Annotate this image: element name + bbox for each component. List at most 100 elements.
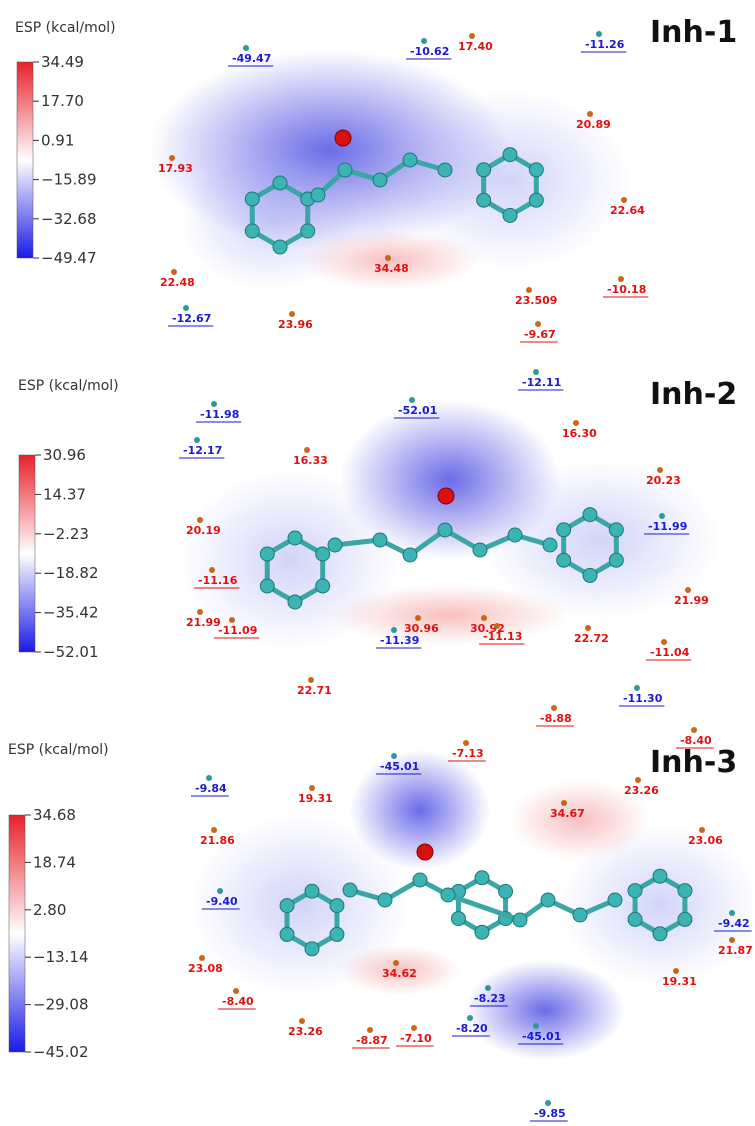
carbon-atom — [373, 533, 387, 547]
carbon-atom — [503, 148, 517, 162]
carbon-atom — [343, 883, 357, 897]
esp-label: -8.40 — [222, 995, 254, 1008]
esp-label: -10.18 — [607, 283, 646, 296]
esp-point — [621, 197, 627, 203]
carbon-atom — [513, 913, 527, 927]
esp-point — [367, 1027, 373, 1033]
esp-label: 16.33 — [293, 454, 328, 467]
esp-label: 23.08 — [188, 962, 223, 975]
esp-label: -12.17 — [183, 444, 222, 457]
carbon-atom — [678, 912, 692, 926]
esp-panel: ESP (kcal/mol)34.4917.700.91−15.89−32.68… — [15, 15, 737, 342]
esp-label: -8.87 — [356, 1034, 388, 1047]
esp-point — [561, 800, 567, 806]
carbon-atom — [475, 871, 489, 885]
esp-point — [729, 937, 735, 943]
esp-label: 23.509 — [515, 294, 557, 307]
carbon-atom — [503, 208, 517, 222]
carbon-atom — [451, 912, 465, 926]
panel-title: Inh-3 — [650, 745, 737, 780]
esp-label: -9.42 — [718, 917, 750, 930]
esp-label: 23.26 — [624, 784, 659, 797]
carbon-atom — [583, 508, 597, 522]
esp-label: 34.48 — [374, 262, 409, 275]
carbon-atom — [653, 927, 667, 941]
esp-label: 17.40 — [458, 40, 493, 53]
esp-label: -11.16 — [198, 574, 238, 587]
colorbar-tick-label: −52.01 — [43, 643, 99, 661]
esp-label: 23.26 — [288, 1025, 323, 1038]
carbon-atom — [330, 927, 344, 941]
esp-point — [209, 567, 215, 573]
carbon-atom — [499, 884, 513, 898]
esp-surface — [465, 960, 625, 1060]
colorbar-tick-label: 34.68 — [33, 806, 76, 824]
esp-label: -9.40 — [206, 895, 238, 908]
esp-label: -11.98 — [200, 408, 239, 421]
esp-point — [304, 447, 310, 453]
esp-point — [673, 968, 679, 974]
esp-label: -49.47 — [232, 52, 271, 65]
colorbar-tick-label: −13.14 — [33, 948, 89, 966]
esp-point — [533, 1023, 539, 1029]
esp-point — [729, 910, 735, 916]
esp-point — [535, 321, 541, 327]
colorbar-tick-label: 34.49 — [41, 53, 84, 71]
carbon-atom — [477, 163, 491, 177]
esp-point — [618, 276, 624, 282]
colorbar-tick-label: −2.23 — [43, 525, 89, 543]
esp-point — [463, 740, 469, 746]
carbon-atom — [678, 884, 692, 898]
esp-label: -52.01 — [398, 404, 437, 417]
carbon-atom — [301, 224, 315, 238]
esp-point — [659, 513, 665, 519]
carbon-atom — [473, 543, 487, 557]
esp-point — [391, 627, 397, 633]
esp-point — [533, 369, 539, 375]
carbon-atom — [260, 547, 274, 561]
esp-label: -11.04 — [650, 646, 690, 659]
esp-point — [197, 609, 203, 615]
carbon-atom — [328, 538, 342, 552]
esp-label: -8.40 — [680, 734, 712, 747]
carbon-atom — [477, 193, 491, 207]
esp-point — [634, 685, 640, 691]
colorbar-tick-label: −45.02 — [33, 1043, 89, 1061]
esp-label: 21.87 — [718, 944, 753, 957]
colorbar-tick-label: 18.74 — [33, 853, 76, 871]
esp-point — [551, 705, 557, 711]
carbon-atom — [245, 224, 259, 238]
esp-point — [211, 827, 217, 833]
esp-point — [685, 587, 691, 593]
esp-point — [309, 785, 315, 791]
esp-point — [573, 420, 579, 426]
carbon-atom — [305, 942, 319, 956]
esp-point — [409, 397, 415, 403]
esp-surface — [330, 585, 570, 645]
esp-label: 17.93 — [158, 162, 193, 175]
esp-point — [699, 827, 705, 833]
carbon-atom — [330, 899, 344, 913]
esp-label: 34.67 — [550, 807, 585, 820]
carbon-atom — [529, 193, 543, 207]
esp-label: -9.84 — [195, 782, 227, 795]
esp-point — [217, 888, 223, 894]
carbon-atom — [441, 888, 455, 902]
esp-label: 22.64 — [610, 204, 645, 217]
esp-point — [308, 677, 314, 683]
esp-point — [183, 305, 189, 311]
carbon-atom — [280, 899, 294, 913]
colorbar-tick-label: 2.80 — [33, 901, 66, 919]
carbon-atom — [311, 188, 325, 202]
carbon-atom — [609, 553, 623, 567]
carbon-atom — [609, 523, 623, 537]
esp-label: 21.86 — [200, 834, 235, 847]
esp-point — [229, 617, 235, 623]
esp-point — [385, 255, 391, 261]
carbon-atom — [543, 538, 557, 552]
colorbar — [9, 815, 25, 1052]
esp-point — [415, 615, 421, 621]
esp-point — [299, 1018, 305, 1024]
oxygen-atom — [417, 844, 433, 860]
legend-title: ESP (kcal/mol) — [18, 378, 119, 394]
